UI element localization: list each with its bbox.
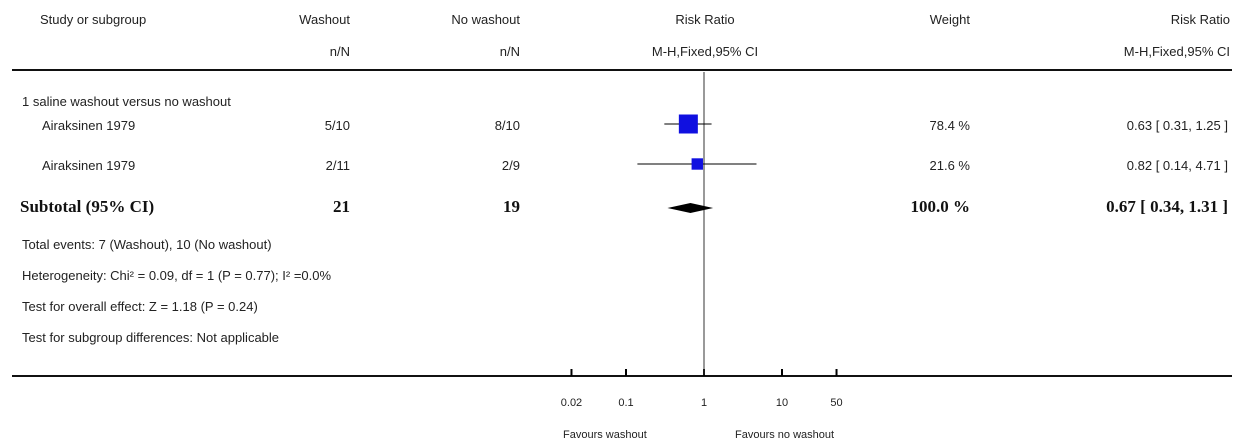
subtotal-n2: 19 <box>503 197 520 216</box>
note-heterogeneity: Heterogeneity: Chi² = 0.09, df = 1 (P = … <box>22 268 332 283</box>
pooled-diamond <box>667 203 714 213</box>
note-overall-effect: Test for overall effect: Z = 1.18 (P = 0… <box>22 299 258 314</box>
axis-tick-label: 50 <box>830 397 842 409</box>
subtotal-ci: 0.67 [ 0.34, 1.31 ] <box>1106 197 1228 216</box>
study-n2-1: 8/10 <box>494 118 520 133</box>
header-method-2: M-H,Fixed,95% CI <box>1123 44 1230 59</box>
axis-tick-label: 0.1 <box>618 397 633 409</box>
axis-tick-label: 1 <box>701 397 707 409</box>
header-method: M-H,Fixed,95% CI <box>651 44 759 59</box>
study-weight-2: 21.6 % <box>929 158 970 173</box>
study-n1-2: 2/11 <box>325 158 350 173</box>
header-study-col: Study or subgroup <box>40 12 147 27</box>
favours-right: Favours no washout <box>735 429 835 441</box>
study-n1-1: 5/10 <box>324 118 350 133</box>
study-n2-2: 2/9 <box>501 158 520 173</box>
header-weight: Weight <box>929 12 970 27</box>
favours-left: Favours washout <box>563 429 647 441</box>
header-risk-ratio: Risk Ratio <box>675 12 735 27</box>
study-weight-1: 78.4 % <box>929 118 970 133</box>
bottom-rule <box>12 375 1232 377</box>
study-ci-2: 0.82 [ 0.14, 4.71 ] <box>1126 158 1228 173</box>
study-marker <box>691 158 703 170</box>
study-name-2: Airaksinen 1979 <box>42 158 136 173</box>
study-ci-1: 0.63 [ 0.31, 1.25 ] <box>1126 118 1228 133</box>
header-rule <box>12 69 1232 71</box>
subtotal-n1: 21 <box>333 197 350 216</box>
header-nN-1: n/N <box>329 44 350 59</box>
axis-ticks: 0.02 0.1 1 10 50 <box>561 369 843 409</box>
study-marker <box>678 114 698 134</box>
header-risk-ratio-2: Risk Ratio <box>1170 12 1230 27</box>
header-group1: Washout <box>299 12 350 27</box>
header-nN-2: n/N <box>499 44 520 59</box>
subtotal-weight: 100.0 % <box>910 197 971 216</box>
subgroup-title: 1 saline washout versus no washout <box>22 94 231 109</box>
subtotal-label: Subtotal (95% CI) <box>20 197 155 216</box>
note-subgroup-differences: Test for subgroup differences: Not appli… <box>22 330 280 345</box>
plot-marks <box>637 72 757 375</box>
note-total-events: Total events: 7 (Washout), 10 (No washou… <box>22 237 272 252</box>
axis-tick-label: 10 <box>776 397 788 409</box>
study-name-1: Airaksinen 1979 <box>42 118 136 133</box>
axis-tick-label: 0.02 <box>561 397 582 409</box>
header-group2: No washout <box>451 12 520 27</box>
